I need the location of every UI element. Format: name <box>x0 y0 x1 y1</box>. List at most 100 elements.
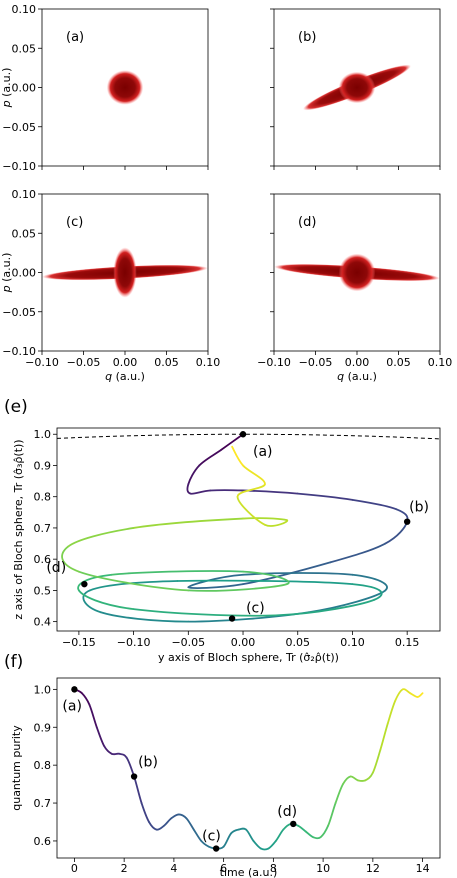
trajectory-segment <box>242 570 290 586</box>
y-tick-label: 0.00 <box>12 267 37 280</box>
x-axis-label: q (a.u.) <box>337 370 377 383</box>
y-tick-label: 0.7 <box>34 522 52 535</box>
marker-label: (c) <box>202 829 221 845</box>
trajectory-segment <box>187 583 288 592</box>
wigner-panel-b: (b) <box>270 8 441 170</box>
trajectory-segment <box>242 517 288 522</box>
purity-segment <box>110 752 121 756</box>
trajectory-segment <box>110 570 244 576</box>
purity-marker <box>212 845 220 852</box>
wigner-blob <box>106 70 144 105</box>
x-tick-label: 8 <box>270 862 277 875</box>
y-tick-label: 0.7 <box>34 797 52 810</box>
x-axis-label: time (a.u.) <box>220 866 278 878</box>
trajectory-segment <box>264 519 289 527</box>
y-tick-label: 0.9 <box>34 721 52 734</box>
y-tick-label: −0.05 <box>2 306 36 319</box>
trajectory-marker <box>239 431 247 438</box>
x-tick-label: −0.10 <box>25 356 59 369</box>
purity-segment <box>312 836 322 840</box>
distribution <box>106 70 144 105</box>
x-tick-label: 0.00 <box>231 636 256 649</box>
trajectory-segment <box>351 498 398 511</box>
purity-segment <box>267 840 277 850</box>
bloch-sphere-boundary <box>56 433 441 440</box>
y-tick-label: 1.0 <box>34 428 52 441</box>
x-tick-label: 0.10 <box>196 356 221 369</box>
trajectory-segment <box>307 589 387 614</box>
purity-segment <box>319 824 329 839</box>
y-tick-label: −0.10 <box>2 160 36 173</box>
x-axis-label: q (a.u.) <box>105 370 145 383</box>
trajectory-segment <box>198 448 223 467</box>
marker-label: (a) <box>253 444 273 460</box>
purity-segment <box>95 726 106 748</box>
plot-frame <box>56 427 441 632</box>
trajectory-marker <box>81 580 88 588</box>
x-tick-label: −0.05 <box>67 356 101 369</box>
trajectory-segment <box>67 527 135 548</box>
purity-segment <box>245 828 255 842</box>
marker-label: (d) <box>277 804 297 820</box>
y-tick-label: 0.10 <box>12 188 37 201</box>
trajectory-segment <box>236 483 266 498</box>
x-tick-label: −0.05 <box>299 356 333 369</box>
trajectory-segment <box>77 570 190 592</box>
y-axis-label: quantum purity <box>10 725 23 811</box>
purity-segment <box>88 703 98 729</box>
marker-label: (d) <box>46 560 66 576</box>
y-tick-label: 0.8 <box>34 491 52 504</box>
trajectory-segment <box>176 579 354 586</box>
y-tick-label: 0.05 <box>12 227 37 240</box>
x-tick-label: 0 <box>71 862 78 875</box>
purity-segment <box>237 827 247 831</box>
trajectory-segment <box>82 589 102 614</box>
wigner-blob <box>338 71 376 104</box>
trajectory-segment <box>99 611 190 623</box>
purity-chart: 0 2 4 6 8 10 12 14 0.6 0.7 0.8 0.9 1.0 time (a.u.) qua… <box>10 677 441 878</box>
trajectory-segment <box>242 572 354 576</box>
x-tick-label: 0.10 <box>428 356 453 369</box>
panel-letter: (d) <box>298 215 316 230</box>
trajectory-segment <box>351 583 383 601</box>
marker-label: (b) <box>409 500 429 516</box>
purity-marker <box>130 773 138 780</box>
x-tick-label: 2 <box>121 862 128 875</box>
trajectory-segment <box>236 495 266 526</box>
x-tick-label: 14 <box>416 862 430 875</box>
purity-segment <box>185 817 195 831</box>
y-tick-label: 0.05 <box>12 42 37 55</box>
x-tick-label: −0.10 <box>117 636 151 649</box>
panel-f-label: (f) <box>4 652 23 672</box>
purity-segment <box>364 771 374 782</box>
trajectory-segment <box>242 464 266 486</box>
purity-segment <box>327 802 337 827</box>
y-axis-label: p (a.u.) <box>0 68 13 109</box>
y-tick-label: 0.6 <box>34 835 52 848</box>
y-tick-label: 0.5 <box>34 584 52 597</box>
distribution <box>42 247 208 298</box>
trajectory-segment <box>187 464 201 486</box>
trajectory-segment <box>61 545 80 573</box>
trajectory-segment <box>88 580 179 592</box>
trajectory-marker <box>228 615 236 622</box>
purity-segment <box>416 692 424 698</box>
purity-segment <box>386 699 397 725</box>
x-tick-label: 0.00 <box>113 356 138 369</box>
marker-label: (b) <box>138 755 158 771</box>
x-tick-label: 4 <box>170 862 177 875</box>
purity-segment <box>140 802 150 823</box>
x-tick-label: 0.05 <box>285 636 310 649</box>
trajectory-segment <box>187 583 244 589</box>
purity-segment <box>80 692 91 706</box>
purity-segment <box>334 783 344 804</box>
panel-letter: (a) <box>66 30 84 45</box>
purity-curve <box>73 688 424 851</box>
x-tick-label: 6 <box>220 862 227 875</box>
x-axis-label: y axis of Bloch sphere, Tr (σ̂₂ρ̂(t)) <box>158 651 339 664</box>
trajectory <box>61 433 409 623</box>
panel-letter: (c) <box>66 215 83 230</box>
wigner-blob <box>113 247 137 298</box>
purity-segment <box>357 779 367 782</box>
